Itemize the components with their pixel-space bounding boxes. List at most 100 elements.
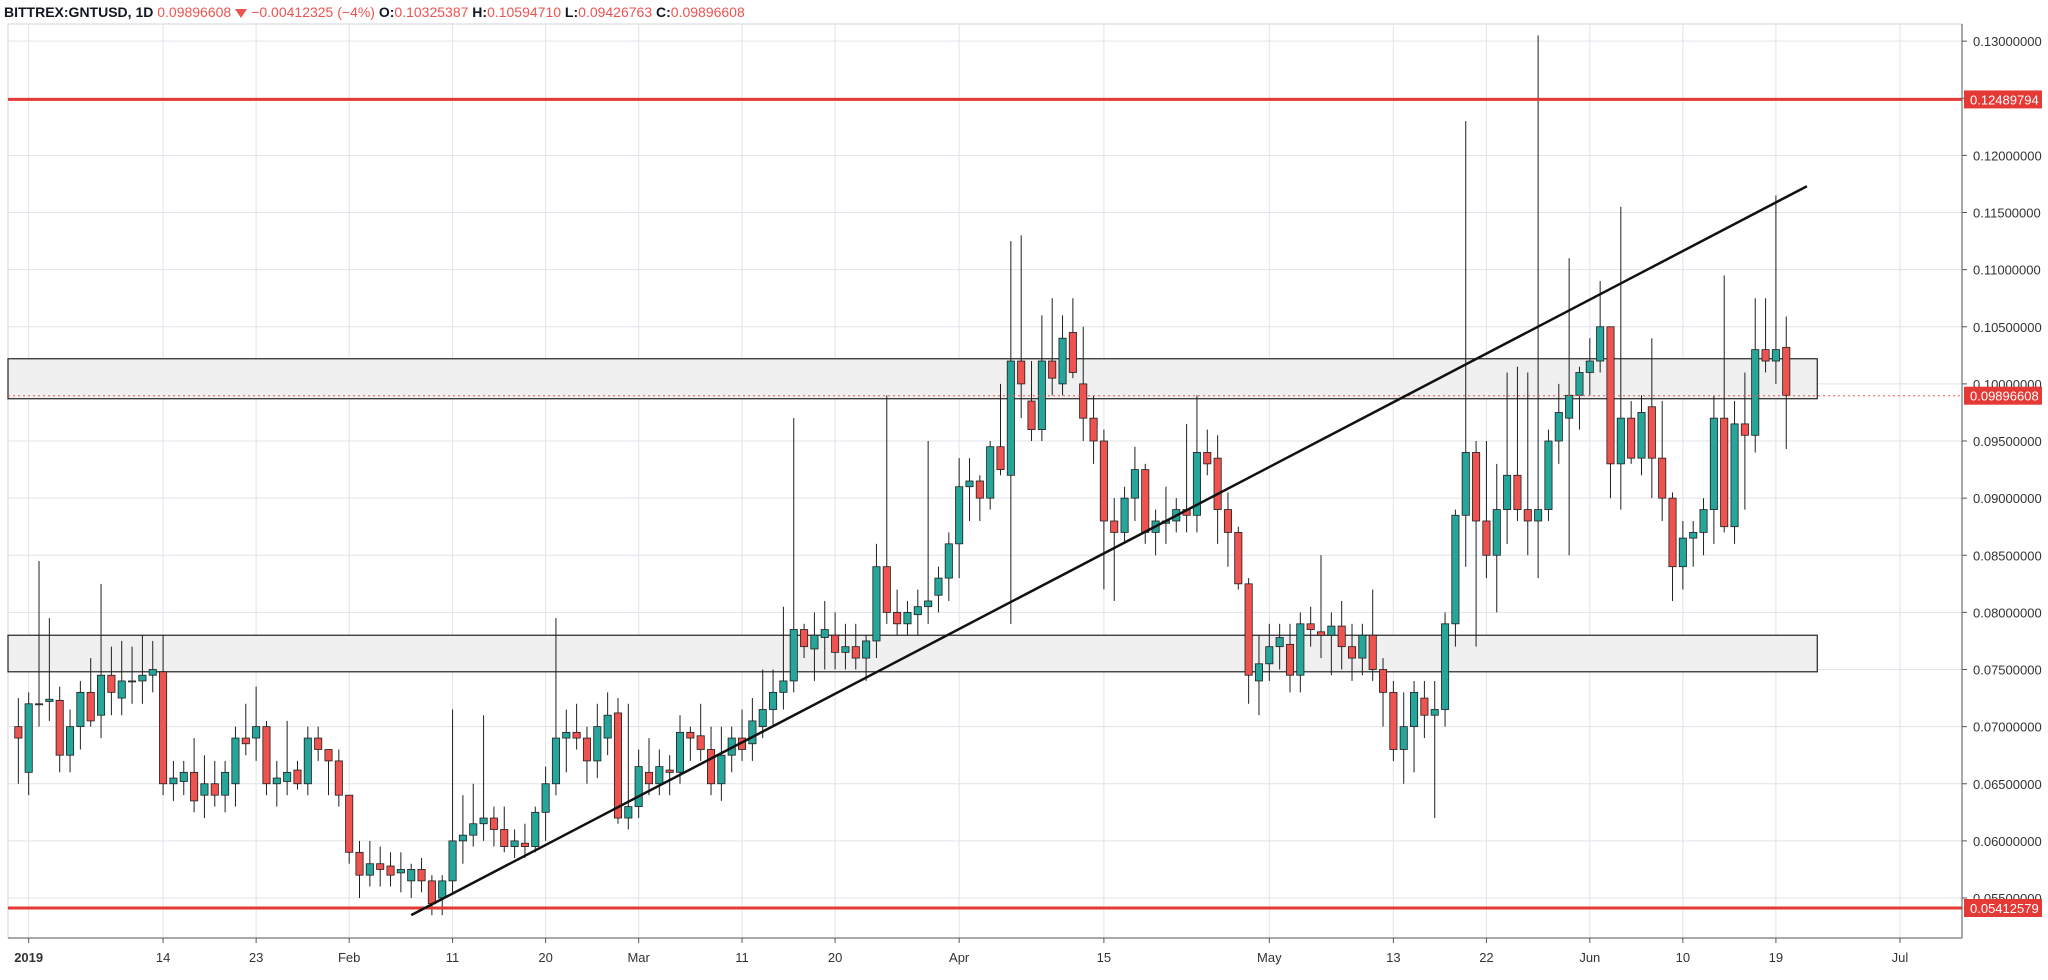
y-tick-label: 0.12000000 xyxy=(1973,148,2042,163)
candle-body xyxy=(1761,349,1770,362)
y-tick-label: 0.11500000 xyxy=(1973,206,2041,221)
candle-body xyxy=(159,671,168,785)
candle-body xyxy=(707,749,716,785)
candle-body xyxy=(1130,469,1139,499)
candle-body xyxy=(1368,634,1377,670)
level-price-label: 0.05412579 xyxy=(1970,901,2039,916)
x-tick-label: 14 xyxy=(156,950,170,965)
candle-body xyxy=(1265,646,1274,665)
candle-body xyxy=(1213,457,1222,510)
y-tick-label: 0.08000000 xyxy=(1973,605,2042,620)
candle-body xyxy=(314,737,323,750)
y-tick-label: 0.13000000 xyxy=(1973,34,2042,49)
candle-body xyxy=(86,691,95,722)
candle-body xyxy=(417,869,426,882)
candle-body xyxy=(934,577,943,596)
x-tick-label: 10 xyxy=(1676,950,1690,965)
trendline[interactable] xyxy=(410,185,1808,917)
candle-body xyxy=(1461,452,1470,516)
candle-body xyxy=(386,865,395,876)
candle-body xyxy=(769,691,778,710)
candle-body xyxy=(34,703,44,706)
candle-body xyxy=(1740,423,1749,436)
candle-body xyxy=(1658,457,1667,499)
candle-body xyxy=(903,611,912,625)
candle-body xyxy=(1513,474,1522,510)
candle-body xyxy=(1306,623,1315,630)
candle-body xyxy=(221,771,230,796)
candle-body xyxy=(1482,520,1491,556)
candle-body xyxy=(1751,349,1760,436)
candle-body xyxy=(779,680,788,693)
candle-body xyxy=(665,769,674,773)
candle-body xyxy=(500,829,509,848)
candle-body xyxy=(1099,440,1108,522)
candle-body xyxy=(407,869,416,882)
candle-body xyxy=(541,783,550,813)
candle-body xyxy=(872,566,881,642)
y-tick-label: 0.10500000 xyxy=(1973,320,2042,335)
candle-body xyxy=(644,771,654,785)
candle-body xyxy=(965,480,974,488)
candle-body xyxy=(1389,691,1398,750)
candle-body xyxy=(1120,497,1129,533)
last-price-value: 0.09896608 xyxy=(157,4,232,20)
x-tick-label: 11 xyxy=(446,950,460,965)
candle-body xyxy=(345,794,354,853)
y-tick-label: 0.08500000 xyxy=(1973,548,2042,563)
candle-body xyxy=(66,726,75,756)
candle-body xyxy=(1771,349,1780,362)
candle-body xyxy=(231,737,240,785)
candle-body xyxy=(1523,509,1532,522)
candle-body xyxy=(1782,346,1791,396)
candle-body xyxy=(1316,631,1326,636)
low-value: 0.09426763 xyxy=(578,4,653,20)
candle-body xyxy=(1058,337,1067,385)
candle-body xyxy=(293,769,302,785)
x-tick-label: Jun xyxy=(1579,950,1600,965)
candle-body xyxy=(438,880,447,899)
candle-body xyxy=(1585,360,1594,373)
y-tick-label: 0.09000000 xyxy=(1973,491,2042,506)
candle-body xyxy=(603,714,612,739)
candle-body xyxy=(448,840,457,882)
candle-body xyxy=(520,842,529,847)
candle-body xyxy=(252,726,261,739)
candle-body xyxy=(582,737,591,762)
candle-body xyxy=(717,754,726,785)
x-tick-label: 13 xyxy=(1386,950,1400,965)
candle-body xyxy=(24,703,33,773)
candle-body xyxy=(1296,623,1305,676)
candle-body xyxy=(1006,360,1015,476)
candle-body xyxy=(810,634,819,650)
candle-body xyxy=(800,629,809,648)
candle-body xyxy=(1709,417,1718,510)
candle-body xyxy=(1575,372,1584,396)
x-tick-label: 19 xyxy=(1769,950,1783,965)
candle-body xyxy=(1472,452,1481,522)
level-price-label: 0.12489794 xyxy=(1970,92,2039,107)
candle-body xyxy=(272,777,281,785)
candle-body xyxy=(841,646,850,653)
candle-body xyxy=(376,863,385,870)
candle-body xyxy=(14,726,23,739)
candle-body xyxy=(45,698,54,702)
candle-body xyxy=(748,720,757,745)
candle-body xyxy=(283,771,292,782)
down-arrow-icon xyxy=(235,8,248,18)
candle-body xyxy=(851,646,860,659)
candle-body xyxy=(1254,663,1263,682)
candle-body xyxy=(138,674,147,682)
candle-body xyxy=(531,811,540,848)
candle-body xyxy=(1441,623,1450,710)
candle-body xyxy=(1089,417,1098,442)
candle-body xyxy=(1451,514,1460,625)
candle-body xyxy=(1699,509,1708,533)
candle-body xyxy=(1678,537,1687,568)
candle-body xyxy=(1110,520,1119,533)
x-tick-label: 20 xyxy=(538,950,552,965)
candle-body xyxy=(1337,625,1346,648)
candle-body xyxy=(1554,412,1563,442)
